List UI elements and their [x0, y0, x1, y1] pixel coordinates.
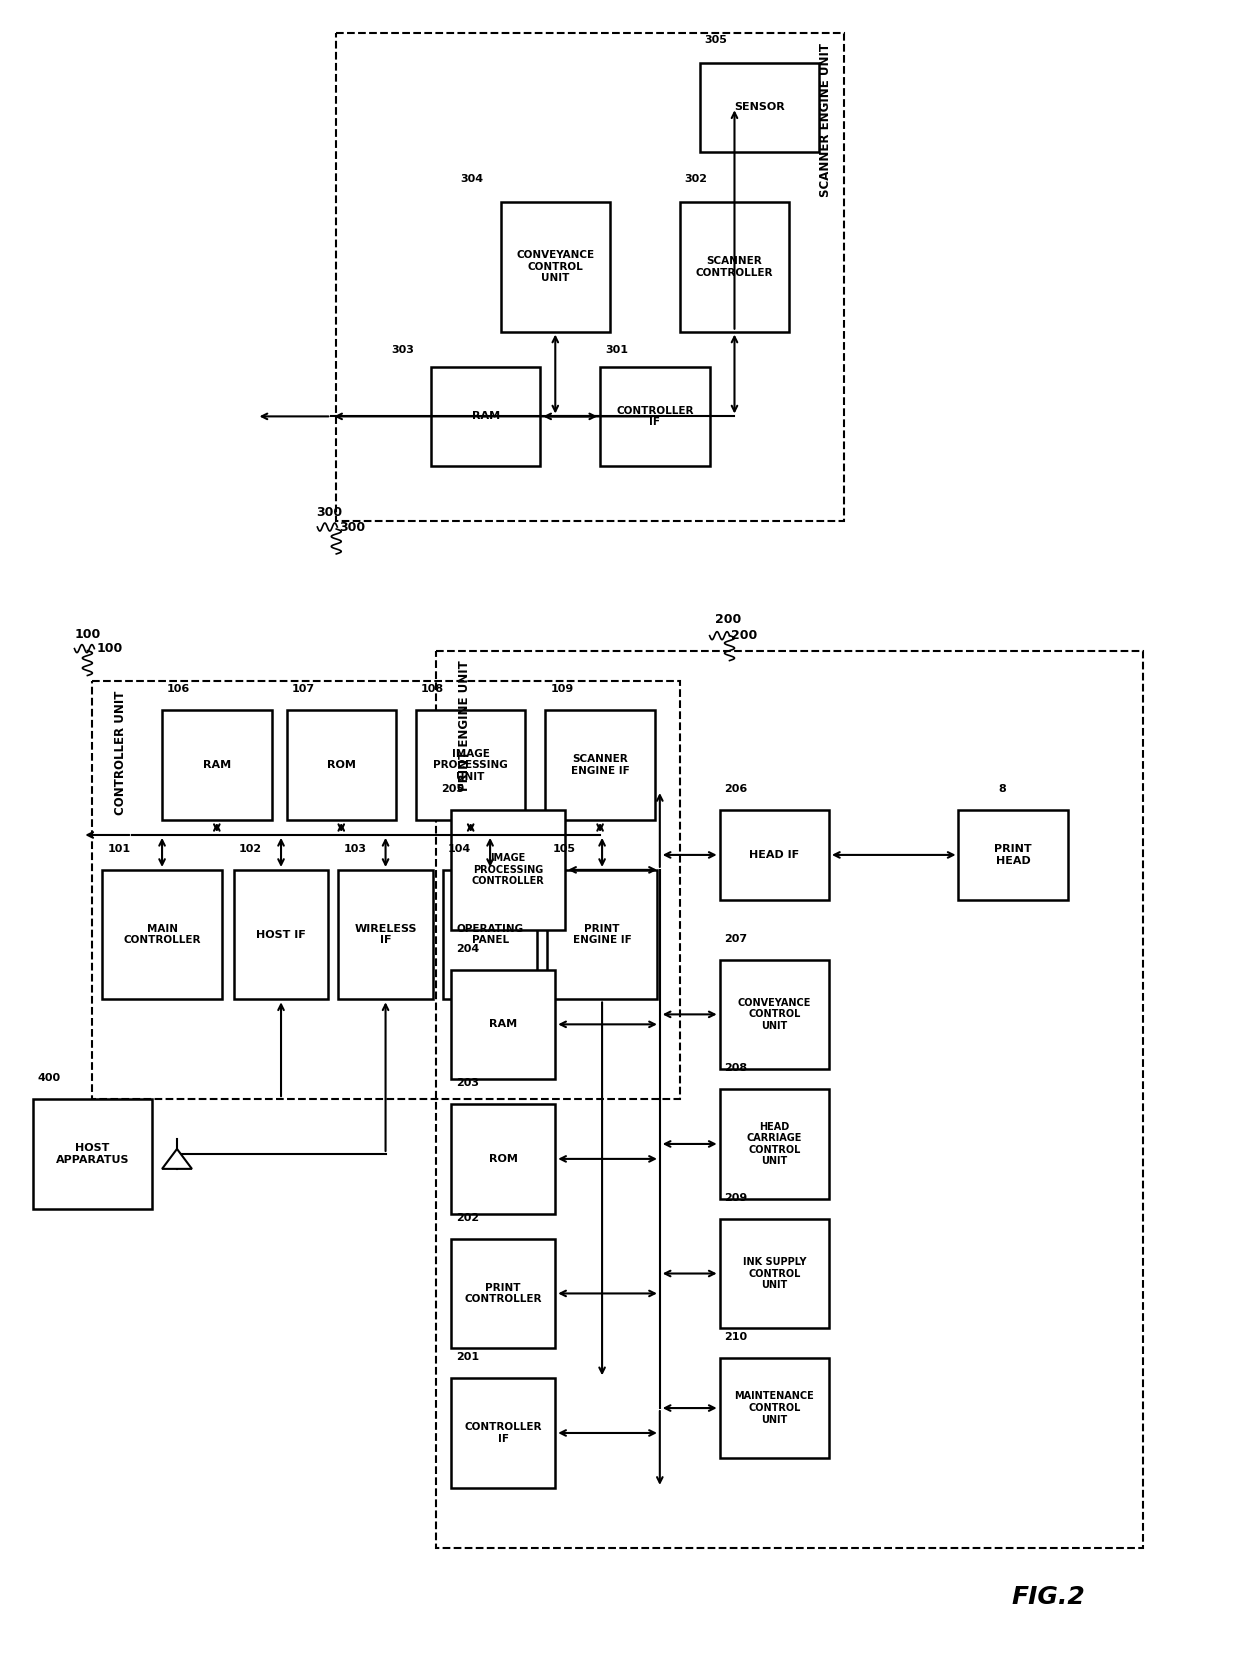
Bar — [546, 710, 655, 819]
Bar — [719, 959, 830, 1069]
Text: ROM: ROM — [327, 760, 356, 770]
Text: PRINT
HEAD: PRINT HEAD — [994, 844, 1032, 866]
Text: RAM: RAM — [203, 760, 231, 770]
Text: HEAD IF: HEAD IF — [749, 849, 800, 859]
Bar — [547, 869, 657, 999]
Bar — [699, 63, 820, 153]
Bar — [719, 1089, 830, 1198]
Bar — [451, 969, 556, 1079]
Bar — [32, 1099, 153, 1208]
Bar — [451, 1378, 556, 1487]
Text: 105: 105 — [552, 844, 575, 854]
Text: INK SUPPLY
CONTROL
UNIT: INK SUPPLY CONTROL UNIT — [743, 1256, 806, 1290]
Text: 206: 206 — [724, 784, 748, 794]
Bar — [719, 1218, 830, 1328]
Text: 200: 200 — [714, 613, 740, 625]
Text: MAIN
CONTROLLER: MAIN CONTROLLER — [123, 924, 201, 946]
Text: OPERATING
PANEL: OPERATING PANEL — [456, 924, 523, 946]
Bar — [680, 203, 789, 332]
Text: 102: 102 — [239, 844, 262, 854]
Text: 101: 101 — [108, 844, 130, 854]
Text: 305: 305 — [704, 35, 728, 45]
Text: HOST IF: HOST IF — [257, 929, 306, 939]
Text: 108: 108 — [420, 685, 444, 695]
Text: 204: 204 — [456, 944, 479, 954]
Bar — [103, 869, 222, 999]
Text: IMAGE
PROCESSING
CONTROLLER: IMAGE PROCESSING CONTROLLER — [471, 853, 544, 886]
Bar — [233, 869, 329, 999]
Bar — [286, 710, 396, 819]
Text: HEAD
CARRIAGE
CONTROL
UNIT: HEAD CARRIAGE CONTROL UNIT — [746, 1122, 802, 1167]
Bar — [501, 203, 610, 332]
Text: 201: 201 — [456, 1353, 479, 1363]
Bar — [600, 367, 709, 467]
Bar — [435, 650, 1142, 1547]
Bar — [430, 367, 541, 467]
Bar — [92, 680, 680, 1099]
Text: 400: 400 — [37, 1074, 61, 1084]
Text: 209: 209 — [724, 1193, 748, 1203]
Text: 301: 301 — [605, 344, 629, 354]
Text: MAINTENANCE
CONTROL
UNIT: MAINTENANCE CONTROL UNIT — [734, 1391, 815, 1424]
Text: SCANNER ENGINE UNIT: SCANNER ENGINE UNIT — [820, 43, 832, 196]
Text: 203: 203 — [456, 1079, 479, 1089]
Text: 300: 300 — [316, 505, 342, 519]
Text: CONVEYANCE
CONTROL
UNIT: CONVEYANCE CONTROL UNIT — [738, 997, 811, 1030]
Text: 104: 104 — [448, 844, 471, 854]
Text: 8: 8 — [998, 784, 1006, 794]
Text: 208: 208 — [724, 1064, 748, 1074]
Text: PRINT
ENGINE IF: PRINT ENGINE IF — [573, 924, 631, 946]
Text: 205: 205 — [440, 784, 464, 794]
Text: RAM: RAM — [489, 1019, 517, 1029]
Bar — [719, 1358, 830, 1458]
Text: SCANNER
CONTROLLER: SCANNER CONTROLLER — [696, 256, 774, 278]
Text: RAM: RAM — [471, 412, 500, 422]
Text: 107: 107 — [291, 685, 315, 695]
Text: 100: 100 — [74, 628, 100, 640]
Text: 300: 300 — [340, 520, 366, 534]
Text: 210: 210 — [724, 1333, 748, 1343]
Bar — [451, 1104, 556, 1213]
Polygon shape — [162, 1148, 192, 1168]
Text: 109: 109 — [551, 685, 574, 695]
Text: 100: 100 — [97, 642, 123, 655]
Bar — [415, 710, 526, 819]
Text: 103: 103 — [343, 844, 366, 854]
Text: WIRELESS
IF: WIRELESS IF — [355, 924, 417, 946]
Text: IMAGE
PROCESSING
UNIT: IMAGE PROCESSING UNIT — [433, 748, 508, 781]
Text: 302: 302 — [684, 175, 708, 184]
Text: SCANNER
ENGINE IF: SCANNER ENGINE IF — [570, 755, 630, 776]
Bar — [443, 869, 537, 999]
Text: SENSOR: SENSOR — [734, 103, 785, 113]
Text: CONTROLLER
IF: CONTROLLER IF — [464, 1423, 542, 1444]
Text: FIG.2: FIG.2 — [1011, 1586, 1085, 1609]
Text: PRINT ENGINE UNIT: PRINT ENGINE UNIT — [458, 660, 471, 791]
Text: 304: 304 — [461, 175, 484, 184]
Bar — [162, 710, 272, 819]
Bar — [336, 33, 844, 522]
Bar — [451, 1238, 556, 1348]
Text: 106: 106 — [167, 685, 190, 695]
Bar — [959, 809, 1068, 899]
Text: 303: 303 — [391, 344, 414, 354]
Text: CONTROLLER
IF: CONTROLLER IF — [616, 406, 693, 427]
Text: CONTROLLER UNIT: CONTROLLER UNIT — [114, 690, 128, 814]
Text: 200: 200 — [732, 630, 758, 642]
Text: 202: 202 — [456, 1213, 479, 1223]
Text: HOST
APPARATUS: HOST APPARATUS — [56, 1143, 129, 1165]
Text: ROM: ROM — [489, 1153, 517, 1163]
Bar — [339, 869, 433, 999]
Bar — [719, 809, 830, 899]
Bar — [451, 809, 565, 929]
Text: CONVEYANCE
CONTROL
UNIT: CONVEYANCE CONTROL UNIT — [516, 251, 594, 284]
Text: 207: 207 — [724, 934, 748, 944]
Text: PRINT
CONTROLLER: PRINT CONTROLLER — [464, 1283, 542, 1305]
